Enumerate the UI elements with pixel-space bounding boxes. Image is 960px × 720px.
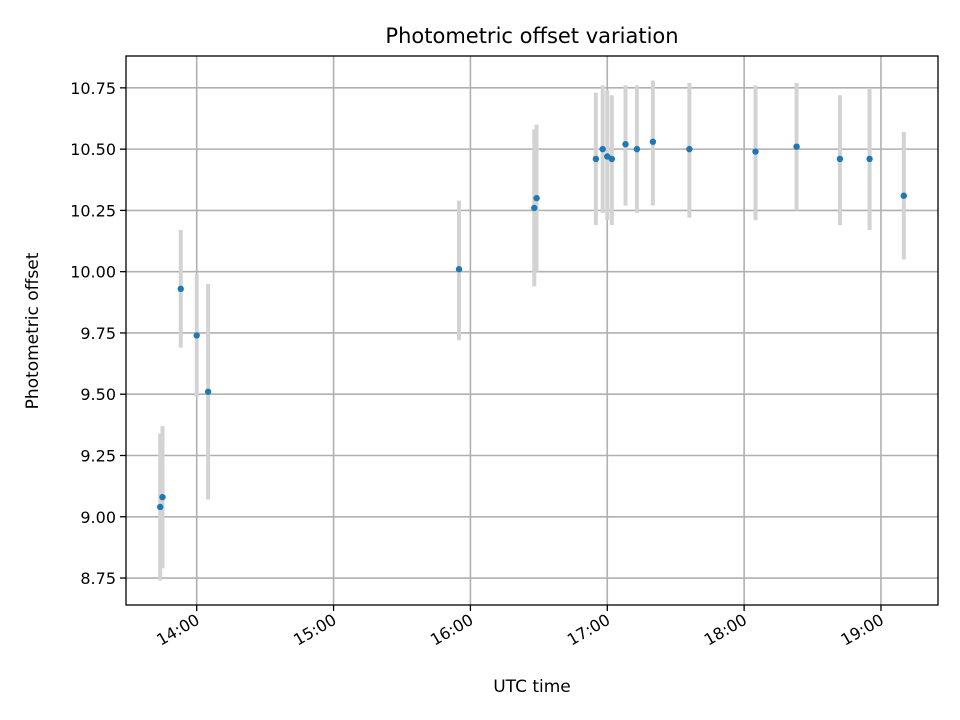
tick-layer: 14:00 15:00 16:00 17:00 18:00 19:00 8.75 9.00 9.… [70,79,887,650]
x-tick-label: 17:00 [564,610,613,650]
x-tick-label: 16:00 [427,610,476,650]
data-point [157,503,164,511]
x-tick-label: 15:00 [290,610,339,650]
data-point [649,138,657,145]
y-axis-label: Photometric offset [23,252,43,409]
x-tick-label: 18:00 [701,610,750,650]
data-point [608,155,616,163]
y-tick-label: 10.75 [70,79,116,98]
y-tick-label: 9.00 [80,508,116,527]
y-tick-label: 9.25 [80,446,116,465]
data-point [177,285,184,293]
y-tick-label: 10.00 [70,263,116,282]
data-point [599,145,606,153]
data-point [622,141,629,148]
x-axis-label: UTC time [493,677,571,697]
data-point [836,155,844,163]
data-point [592,155,600,163]
data-point [900,192,907,199]
x-tick-label: 14:00 [153,610,202,650]
data-point [159,493,166,501]
data-point [533,194,540,202]
y-tick-label: 8.75 [80,569,116,588]
data-point [455,266,463,273]
point-layer [157,138,907,511]
plot-frame [125,55,939,606]
errorbar-layer [158,80,906,581]
data-point [752,148,759,155]
data-point [793,143,800,150]
y-tick-label: 10.25 [70,201,116,220]
data-point [633,145,641,153]
data-point [193,332,200,339]
x-tick-label: 19:00 [838,610,887,650]
data-point [204,388,212,395]
data-point [531,204,538,212]
y-tick-label: 9.50 [80,385,116,404]
chart-title: Photometric offset variation [385,24,678,48]
grid-layer [126,56,938,605]
y-tick-label: 10.50 [70,140,116,159]
data-point [866,155,873,163]
y-tick-label: 9.75 [80,324,116,343]
data-point [686,145,693,153]
